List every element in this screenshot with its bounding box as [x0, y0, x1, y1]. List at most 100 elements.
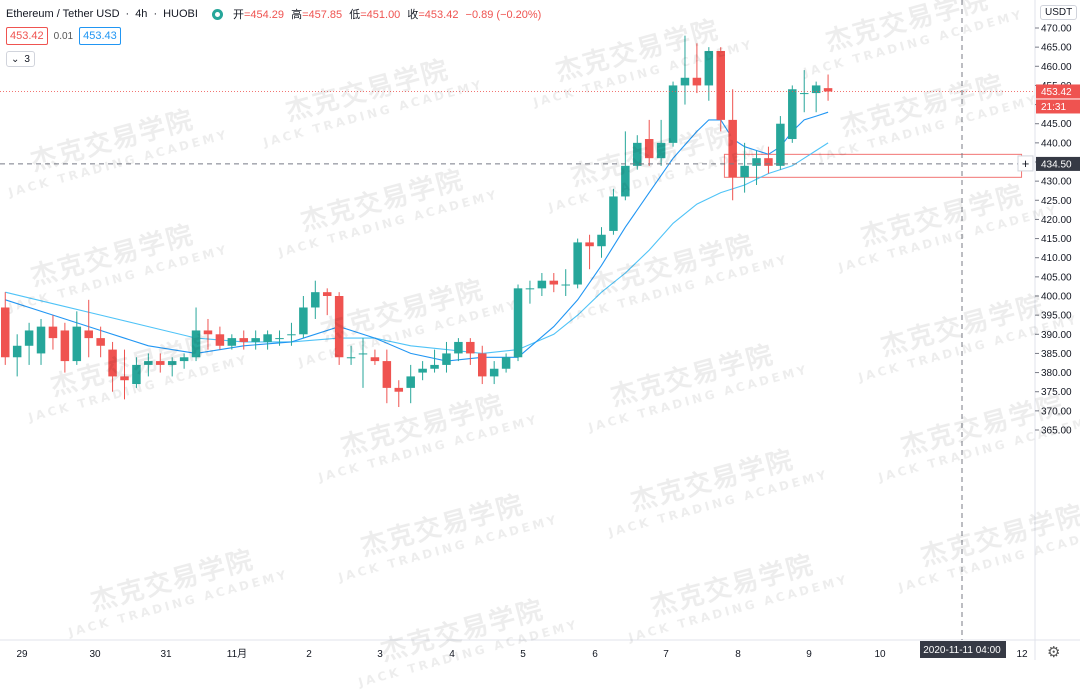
x-tick-label: 7: [663, 649, 669, 660]
y-tick-label: 430.00: [1041, 177, 1072, 188]
candle-body-up: [167, 361, 177, 365]
crosshair-price-tag-bg: [1036, 156, 1080, 171]
x-tick-label: 11月: [227, 648, 247, 660]
y-tick-label: 440.00: [1041, 138, 1072, 149]
last-price-tag-bg: [1036, 84, 1080, 99]
candle-body-down: [48, 326, 58, 339]
candle-body-up: [132, 364, 141, 385]
separator: ·: [153, 8, 158, 20]
sell-price-button[interactable]: 453.42: [6, 27, 48, 45]
candle-body-up: [179, 357, 189, 362]
symbol-legend: Ethereum / Tether USD · 4h · HUOBI 开=454…: [6, 6, 545, 22]
separator: ·: [125, 8, 130, 20]
x-tick-label: 4: [449, 649, 455, 660]
ohlc-values: 开=454.29 高=457.85 低=451.00 收=453.42 −0.8…: [233, 6, 545, 22]
candle-body-down: [728, 119, 737, 178]
candle-body-up: [287, 334, 296, 336]
candle-body-down: [764, 158, 773, 166]
candle-body-up: [311, 292, 320, 308]
buy-price-button[interactable]: 453.43: [79, 27, 121, 45]
symbol-name[interactable]: Ethereum / Tether USD: [6, 8, 120, 20]
y-tick-label: 410.00: [1041, 253, 1072, 264]
exchange-label: HUOBI: [163, 8, 198, 20]
candle-body-down: [96, 338, 105, 346]
candle-body-up: [454, 341, 463, 354]
candle-body-up: [573, 242, 582, 285]
x-tick-label: 29: [16, 649, 28, 660]
candle-body-up: [406, 376, 415, 388]
x-tick-label: 12: [1016, 649, 1028, 660]
y-tick-label: 365.00: [1041, 426, 1072, 437]
candle-body-up: [609, 196, 618, 231]
y-tick-label: 405.00: [1041, 272, 1072, 283]
ma-slow-line: [5, 142, 829, 354]
candle-body-down: [692, 77, 702, 86]
candle-body-up: [621, 165, 630, 197]
candle-body-up: [72, 326, 82, 362]
candle-body-up: [680, 77, 690, 86]
high-value: =457.85: [302, 9, 343, 21]
candle-body-up: [501, 357, 511, 369]
candle-body-down: [203, 330, 213, 335]
candle-body-down: [84, 330, 93, 339]
candle-body-up: [299, 307, 308, 335]
candle-body-down: [466, 341, 475, 354]
candle-body-down: [644, 139, 654, 159]
candle-body-up: [24, 330, 34, 346]
y-tick-label: 425.00: [1041, 196, 1072, 207]
close-label: 收: [407, 9, 419, 21]
y-tick-label: 395.00: [1041, 311, 1072, 322]
candle-body-up: [418, 368, 427, 373]
candle-body-up: [513, 288, 523, 358]
x-tick-label: 2: [306, 649, 312, 660]
y-tick-label: 465.00: [1041, 43, 1072, 54]
candle-body-up: [227, 338, 237, 346]
candle-body-up: [263, 334, 272, 342]
candle-body-down: [382, 361, 392, 388]
y-tick-label: 390.00: [1041, 330, 1072, 341]
candle-body-up: [358, 353, 368, 355]
interval-label[interactable]: 4h: [135, 8, 148, 20]
indicators-count: 3: [24, 53, 30, 65]
ma-fast-line: [5, 111, 829, 362]
candle-body-up: [740, 165, 749, 178]
candle-body-up: [752, 158, 761, 166]
candle-body-down: [716, 50, 725, 120]
x-tick-label: 30: [89, 649, 101, 660]
change-value: −0.89 (−0.20%): [465, 9, 542, 21]
chart-canvas[interactable]: 365.00 370.00 375.00 380.00 385.00 390.00 395.…: [0, 0, 1080, 660]
x-tick-label: 5: [520, 649, 526, 660]
market-status-icon[interactable]: [211, 8, 223, 20]
candle-body-up: [799, 93, 809, 95]
candle-body-up: [144, 361, 153, 365]
candle-body-up: [525, 288, 535, 290]
candle-body-up: [430, 364, 439, 369]
x-tick-label: 8: [735, 649, 741, 660]
candle-body-up: [668, 85, 678, 143]
candle-body-up: [275, 338, 284, 340]
candle-body-down: [239, 338, 248, 342]
add-alert-plus-button[interactable]: +: [1017, 155, 1034, 172]
y-tick-label: 370.00: [1041, 406, 1072, 417]
candle-body-down: [215, 334, 225, 346]
candle-body-down: [334, 296, 344, 358]
y-tick-label: 445.00: [1041, 119, 1072, 130]
crosshair-time-tag-bg: [920, 641, 1006, 658]
candle-body-up: [346, 357, 356, 359]
candle-body-up: [597, 234, 606, 247]
y-tick-label: 385.00: [1041, 349, 1072, 360]
candle-body-up: [36, 326, 46, 354]
candle-body-up: [442, 353, 451, 365]
candle-body-up: [191, 330, 201, 358]
y-tick-label: 375.00: [1041, 387, 1072, 398]
countdown-tag-bg: [1036, 99, 1080, 114]
x-tick-label: 3: [377, 649, 383, 660]
candle-body-down: [156, 361, 165, 365]
low-label: 低: [349, 9, 361, 21]
currency-button[interactable]: USDT: [1040, 5, 1078, 20]
y-tick-label: 420.00: [1041, 215, 1072, 226]
candle-body-up: [251, 338, 260, 342]
indicators-toggle-button[interactable]: ⌄ 3: [6, 51, 35, 67]
gear-icon[interactable]: ⚙: [1047, 644, 1061, 661]
open-label: 开: [232, 9, 244, 21]
